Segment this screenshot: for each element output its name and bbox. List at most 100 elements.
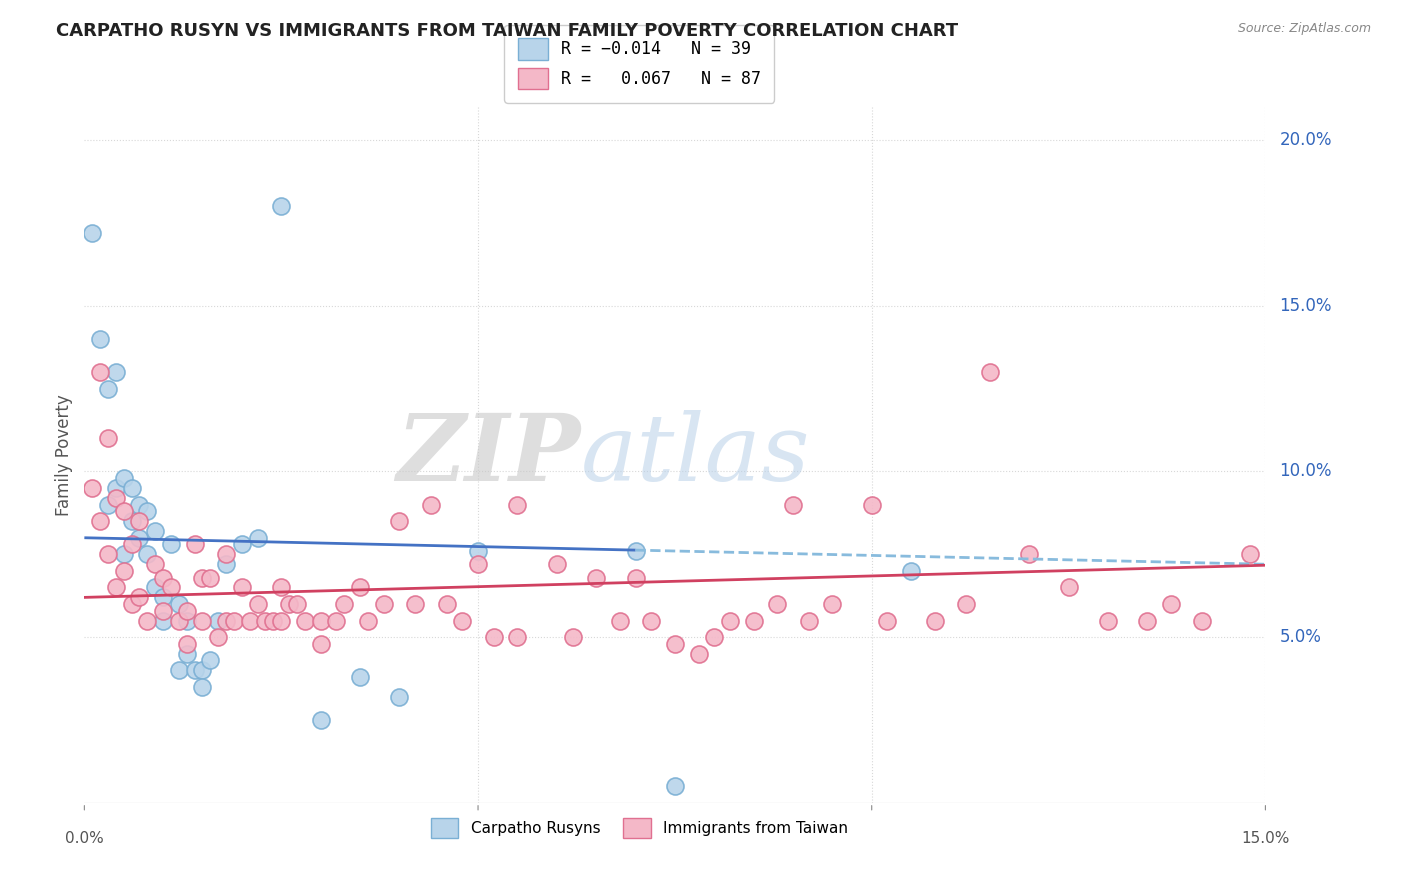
Point: [143, 581, 166, 595]
Point: [121, 597, 143, 611]
Point: [585, 570, 607, 584]
Text: ZIP: ZIP: [396, 410, 581, 500]
Point: [664, 779, 686, 793]
Point: [1317, 614, 1340, 628]
Text: Source: ZipAtlas.com: Source: ZipAtlas.com: [1237, 22, 1371, 36]
Point: [482, 630, 505, 644]
Point: [309, 713, 332, 727]
Point: [183, 537, 205, 551]
Point: [112, 471, 135, 485]
Point: [924, 614, 946, 628]
Point: [104, 581, 127, 595]
Point: [821, 597, 844, 611]
Point: [128, 514, 150, 528]
Point: [1396, 547, 1406, 561]
Point: [860, 498, 883, 512]
Point: [200, 653, 222, 667]
Point: [467, 544, 489, 558]
Point: [215, 547, 238, 561]
Point: [128, 591, 150, 605]
Point: [688, 647, 710, 661]
Point: [979, 365, 1001, 379]
Point: [200, 570, 222, 584]
Point: [215, 614, 238, 628]
Point: [782, 498, 804, 512]
Point: [121, 537, 143, 551]
Point: [624, 570, 647, 584]
Point: [1057, 581, 1080, 595]
Text: CARPATHO RUSYN VS IMMIGRANTS FROM TAIWAN FAMILY POVERTY CORRELATION CHART: CARPATHO RUSYN VS IMMIGRANTS FROM TAIWAN…: [56, 22, 959, 40]
Point: [136, 504, 159, 518]
Point: [506, 498, 529, 512]
Point: [388, 514, 411, 528]
Text: 0.0%: 0.0%: [65, 830, 104, 846]
Point: [89, 365, 111, 379]
Point: [128, 498, 150, 512]
Point: [797, 614, 820, 628]
Point: [1239, 547, 1261, 561]
Point: [136, 614, 159, 628]
Text: 15.0%: 15.0%: [1241, 830, 1289, 846]
Point: [176, 637, 198, 651]
Point: [191, 570, 214, 584]
Point: [546, 558, 568, 572]
Point: [104, 365, 127, 379]
Point: [191, 680, 214, 694]
Point: [104, 491, 127, 505]
Point: [183, 663, 205, 677]
Point: [309, 614, 332, 628]
Point: [176, 647, 198, 661]
Point: [1018, 547, 1040, 561]
Point: [349, 581, 371, 595]
Point: [167, 663, 190, 677]
Point: [112, 504, 135, 518]
Point: [278, 597, 301, 611]
Y-axis label: Family Poverty: Family Poverty: [55, 394, 73, 516]
Point: [285, 597, 308, 611]
Point: [246, 531, 269, 545]
Point: [357, 614, 380, 628]
Point: [121, 514, 143, 528]
Point: [152, 591, 174, 605]
Point: [1191, 614, 1213, 628]
Point: [349, 670, 371, 684]
Point: [262, 614, 284, 628]
Point: [373, 597, 395, 611]
Point: [718, 614, 741, 628]
Point: [160, 581, 183, 595]
Point: [222, 614, 245, 628]
Point: [1097, 614, 1119, 628]
Point: [143, 558, 166, 572]
Text: 20.0%: 20.0%: [1279, 131, 1331, 149]
Point: [703, 630, 725, 644]
Point: [1294, 614, 1316, 628]
Point: [191, 614, 214, 628]
Point: [176, 614, 198, 628]
Point: [89, 332, 111, 346]
Point: [152, 570, 174, 584]
Point: [561, 630, 583, 644]
Point: [104, 481, 127, 495]
Point: [467, 558, 489, 572]
Point: [254, 614, 277, 628]
Point: [609, 614, 631, 628]
Point: [388, 690, 411, 704]
Point: [231, 581, 253, 595]
Text: 15.0%: 15.0%: [1279, 297, 1331, 315]
Point: [270, 614, 292, 628]
Point: [152, 614, 174, 628]
Point: [231, 537, 253, 551]
Point: [451, 614, 474, 628]
Point: [333, 597, 356, 611]
Point: [143, 524, 166, 538]
Point: [97, 382, 120, 396]
Point: [309, 637, 332, 651]
Point: [82, 226, 104, 240]
Point: [436, 597, 458, 611]
Text: 5.0%: 5.0%: [1279, 628, 1322, 646]
Point: [270, 581, 292, 595]
Point: [624, 544, 647, 558]
Point: [215, 558, 238, 572]
Point: [664, 637, 686, 651]
Point: [325, 614, 347, 628]
